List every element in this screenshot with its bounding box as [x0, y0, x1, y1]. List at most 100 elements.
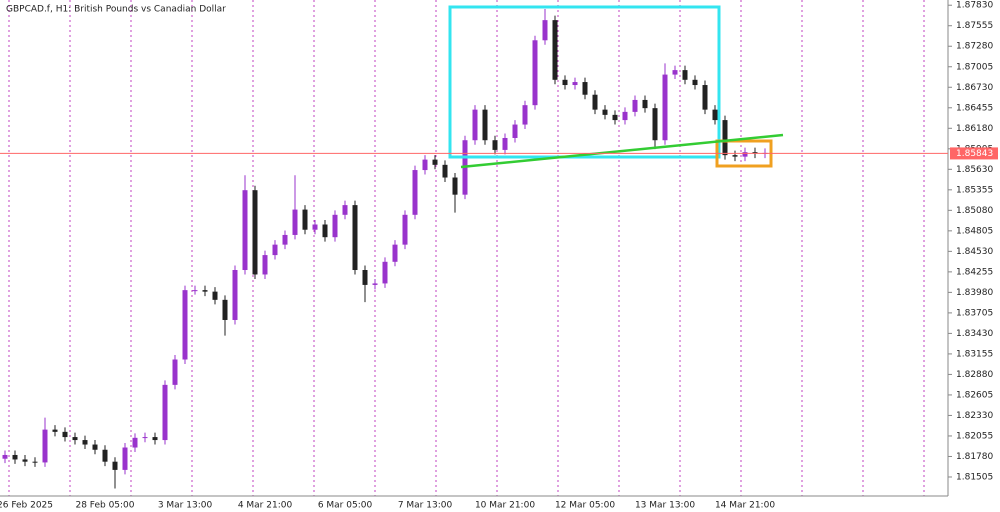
candle-body — [642, 99, 648, 109]
candle-body — [492, 140, 498, 150]
candle-body — [162, 384, 168, 441]
candle-body — [662, 74, 668, 141]
candle-body — [612, 114, 618, 121]
y-tick-label: 1.85080 — [956, 206, 993, 216]
candle-body — [382, 261, 388, 284]
candle-body — [132, 437, 138, 448]
candle-body — [222, 299, 228, 320]
candle-body — [82, 440, 88, 445]
candle-body — [732, 155, 738, 157]
candle-body — [742, 152, 748, 157]
candle-body — [142, 437, 148, 439]
candle-body — [172, 359, 178, 385]
y-tick-label: 1.85355 — [956, 185, 993, 195]
candle-body — [522, 105, 528, 125]
candle-body — [422, 159, 428, 171]
y-tick-label: 1.86180 — [956, 124, 993, 134]
highlight-box — [448, 5, 721, 159]
candle-body — [152, 437, 158, 441]
candle-body — [192, 290, 198, 292]
y-tick-label: 1.87280 — [956, 42, 993, 52]
y-tick-label: 1.82880 — [956, 370, 993, 380]
candle-body — [632, 99, 638, 112]
trend-line — [460, 133, 784, 169]
y-tick-label: 1.82605 — [956, 390, 993, 400]
candle-body — [652, 108, 658, 141]
candle-body — [472, 109, 478, 141]
y-tick-label: 1.83155 — [956, 349, 993, 359]
y-tick-label: 1.82055 — [956, 431, 993, 441]
candle-body — [582, 82, 588, 95]
candle-body — [32, 461, 38, 463]
candle-body — [572, 82, 578, 86]
x-tick-label: 14 Mar 21:00 — [715, 501, 775, 511]
candle-body — [542, 20, 548, 41]
candles — [2, 8, 768, 489]
candle-body — [322, 224, 328, 238]
x-tick-label: 4 Mar 21:00 — [238, 501, 293, 511]
candle-body — [92, 444, 98, 450]
y-tick-label: 1.84530 — [956, 247, 993, 257]
candle-body — [442, 164, 448, 178]
candle-body — [592, 94, 598, 110]
candle-body — [672, 70, 678, 75]
y-tick-label: 1.82330 — [956, 411, 993, 421]
candle-body — [712, 109, 718, 121]
candle-body — [272, 244, 278, 256]
candle-body — [362, 270, 368, 285]
candle-body — [352, 205, 358, 271]
candle-body — [312, 224, 318, 230]
x-tick-label: 12 Mar 05:00 — [555, 501, 615, 511]
candle-body — [52, 429, 58, 432]
x-tick-label: 7 Mar 13:00 — [398, 501, 453, 511]
candle-body — [342, 205, 348, 215]
candle-body — [212, 291, 218, 300]
candle-body — [622, 111, 628, 121]
y-tick-label: 1.84805 — [956, 226, 993, 236]
candle-body — [512, 124, 518, 138]
candle-body — [262, 255, 268, 275]
candle-body — [282, 234, 288, 245]
candle-body — [452, 177, 458, 195]
price-label: 1.85843 — [956, 149, 993, 159]
period-separators — [8, 0, 925, 496]
y-tick-label: 1.87555 — [956, 21, 993, 31]
candle-body — [682, 70, 688, 80]
candle-body — [722, 120, 728, 156]
x-tick-label: 13 Mar 13:00 — [635, 501, 695, 511]
y-tick-label: 1.87005 — [956, 62, 993, 72]
candle-body — [12, 454, 18, 460]
x-tick-label: 28 Feb 05:00 — [75, 501, 134, 511]
x-tick-label: 10 Mar 21:00 — [475, 501, 535, 511]
candle-body — [112, 461, 118, 470]
candle-body — [502, 137, 508, 150]
candle-body — [292, 209, 298, 235]
y-tick-label: 1.83980 — [956, 288, 993, 298]
candle-body — [602, 109, 608, 115]
candle-body — [562, 79, 568, 86]
x-tick-label: 6 Mar 05:00 — [318, 501, 373, 511]
candle-body — [232, 270, 238, 320]
x-tick-label: 3 Mar 13:00 — [158, 501, 213, 511]
candle-body — [22, 459, 28, 462]
y-tick-label: 1.83430 — [956, 329, 993, 339]
candle-body — [432, 159, 438, 165]
candle-body — [202, 290, 208, 292]
candle-body — [122, 447, 128, 470]
candle-body — [692, 79, 698, 86]
candle-body — [332, 214, 338, 238]
candle-body — [752, 152, 758, 154]
candle-body — [62, 431, 68, 438]
y-tick-label: 1.85630 — [956, 165, 993, 175]
y-tick-label: 1.81505 — [956, 472, 993, 482]
candle-body — [702, 85, 708, 110]
candle-body — [412, 170, 418, 215]
candle-body — [182, 290, 188, 360]
y-tick-label: 1.86455 — [956, 103, 993, 113]
candle-body — [102, 449, 108, 462]
candle-body — [42, 429, 48, 463]
candle-body — [242, 190, 248, 271]
candle-body — [372, 283, 378, 285]
y-tick-label: 1.87830 — [956, 1, 993, 11]
